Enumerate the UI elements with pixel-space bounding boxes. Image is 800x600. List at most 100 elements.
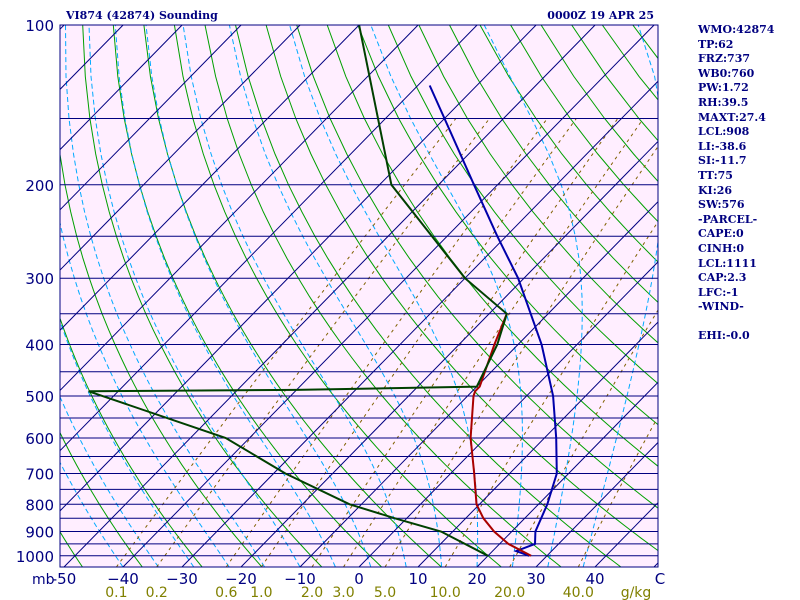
- mixing-ratio-tick-label: 20.0: [494, 585, 525, 600]
- mixing-ratio-tick-label: 2.0: [301, 585, 323, 600]
- temperature-tick-label: −20: [225, 570, 257, 588]
- moist-adiabat-line: [228, 25, 443, 567]
- isotherm-line: [60, 25, 419, 392]
- dry-adiabat-line: [479, 25, 658, 263]
- dry-adiabat-line: [387, 25, 658, 385]
- pressure-tick-label: 200: [25, 177, 54, 195]
- temperature-unit-label: C: [655, 570, 665, 588]
- moist-adiabat-line: [145, 25, 372, 567]
- moist-adiabat-line: [60, 319, 195, 567]
- index-line: CINH:0: [698, 241, 745, 255]
- index-line: FRZ:737: [698, 52, 751, 66]
- dry-adiabat-line: [82, 25, 323, 567]
- mixing-ratio-tick-label: 5.0: [374, 585, 396, 600]
- index-line: PW:1.72: [698, 81, 749, 95]
- mixing-ratio-tick-label: 40.0: [563, 585, 594, 600]
- dry-adiabat-line: [60, 150, 263, 567]
- isotherm-line: [0, 25, 5, 567]
- isotherm-line: [60, 25, 537, 512]
- pressure-tick-label: 300: [25, 270, 54, 288]
- temperature-trace-line: [469, 313, 532, 557]
- index-line: SW:576: [698, 198, 745, 212]
- dry-adiabat-line: [0, 25, 23, 567]
- dewpoint-trace-line: [88, 25, 508, 557]
- temperature-tick-label: 0: [354, 570, 364, 588]
- temperature-tick-label: -50: [52, 570, 77, 588]
- dry-adiabat-line: [143, 25, 442, 567]
- mixing-ratio-tick-label: 0.1: [105, 585, 127, 600]
- isotherm-line: [122, 25, 655, 567]
- index-line: RH:39.5: [698, 95, 749, 109]
- isotherm-line: [299, 200, 658, 567]
- pressure-unit-label: mb: [32, 572, 55, 588]
- temperature-tick-label: −10: [284, 570, 316, 588]
- pressure-tick-label: 900: [25, 524, 54, 542]
- mixing-ratio-tick-label: 10.0: [430, 585, 461, 600]
- mixing-ratio-unit-label: g/kg: [621, 585, 652, 600]
- isotherm-line: [358, 261, 658, 567]
- plot-frame: [59, 24, 659, 568]
- pressure-tick-label: 100: [25, 17, 54, 35]
- index-line: -WIND-: [698, 300, 744, 314]
- index-line: CAP:2.3: [698, 271, 747, 285]
- dry-adiabat-line: [204, 25, 562, 567]
- dry-adiabat-line: [173, 25, 502, 567]
- isotherm-line: [417, 321, 658, 567]
- isotherms: [0, 25, 658, 567]
- isotherm-line: [240, 140, 658, 567]
- temperature-tick-label: 40: [585, 570, 604, 588]
- isotherm-line: [60, 25, 360, 331]
- mixing-ratio-axis-labels: 0.1 0.2 0.6 1.0 2.0 3.0 5.0 10.0 20.0 40.0 g/kg: [105, 585, 651, 600]
- mixing-ratio-tick-label: 0.6: [215, 585, 237, 600]
- index-line: TP:62: [698, 37, 734, 51]
- isotherm-line: [60, 25, 65, 30]
- index-line: SI:-11.7: [698, 154, 747, 168]
- temperature-tick-label: −30: [166, 570, 198, 588]
- moist-adiabat-line: [114, 25, 336, 567]
- moist-adiabat-line: [370, 25, 523, 567]
- plot-background: [60, 25, 658, 567]
- index-line: MAXT:27.4: [698, 110, 766, 124]
- dry-adiabat-line: [265, 25, 658, 552]
- isotherm-line: [476, 381, 658, 567]
- chart-title: VI874 (42874) Sounding: [65, 9, 218, 22]
- isotherm-line: [181, 80, 658, 567]
- dry-adiabat-line: [60, 431, 143, 567]
- dry-adiabat-line: [60, 316, 203, 567]
- index-line: LFC:-1: [698, 285, 739, 299]
- index-line: EHI:-0.0: [698, 329, 750, 343]
- index-line: [698, 315, 798, 330]
- sounding-profiles: [88, 25, 558, 557]
- index-line: LCL:1111: [698, 256, 757, 270]
- index-line: CAPE:0: [698, 227, 744, 241]
- index-line: LCL:908: [698, 125, 750, 139]
- mixing-ratio-tick-label: 0.2: [146, 585, 168, 600]
- isotherm-line: [60, 25, 183, 151]
- moist-adiabat-line: [289, 25, 479, 567]
- pressure-tick-label: 600: [25, 430, 54, 448]
- dry-adiabat-line: [296, 25, 658, 509]
- temperature-tick-label: 10: [408, 570, 427, 588]
- isotherm-line: [60, 25, 242, 211]
- temperature-axis-labels: -50 −40 −30 −20 −10 0 10 20 30 40 C: [52, 570, 665, 588]
- temperature-tick-label: −40: [107, 570, 139, 588]
- index-line: TT:75: [698, 168, 733, 182]
- pressure-axis-labels: 100 200 300 400 500 600 700 800 900 1000 mb: [16, 17, 55, 588]
- dry-adiabat-line: [418, 25, 658, 344]
- pressure-tick-label: 800: [25, 496, 54, 514]
- isobars: [60, 25, 658, 567]
- temperature-tick-label: 20: [467, 570, 486, 588]
- dry-adiabat-line: [357, 25, 658, 426]
- pressure-tick-label: 700: [25, 466, 54, 484]
- index-line: WMO:42874: [698, 23, 775, 36]
- dry-adiabat-line: [449, 25, 658, 303]
- moist-adiabat-line: [65, 25, 266, 567]
- chart-time: 0000Z 19 APR 25: [547, 9, 654, 22]
- temperature-tick-label: 30: [526, 570, 545, 588]
- index-line: LI:-38.6: [698, 139, 747, 153]
- parcel-trace-line: [428, 85, 558, 557]
- pressure-tick-label: 400: [25, 337, 54, 355]
- moist-adiabat-line: [182, 25, 407, 567]
- pressure-tick-label: 500: [25, 388, 54, 406]
